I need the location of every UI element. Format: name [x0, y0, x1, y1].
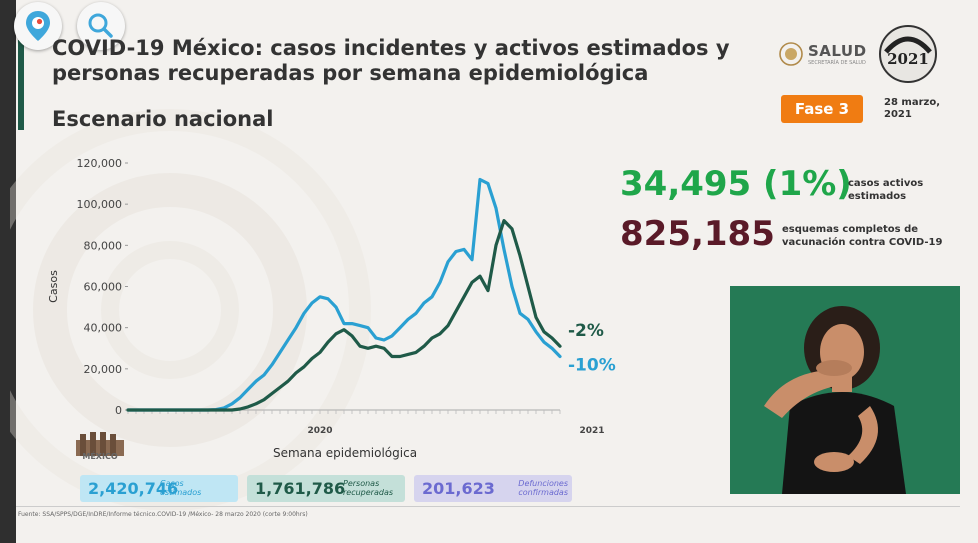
stat-recovered-label-line1: Personas: [343, 479, 380, 488]
y-tick-label: 20,000: [84, 363, 123, 376]
stat-recovered-label-line2: recuperadas: [343, 488, 394, 497]
cases-line-chart: 0 20,000 40,000 60,000 80,000 100,000 120,000 2…: [47, 157, 616, 460]
slide-title-line2: personas recuperadas por semana epidemio…: [52, 61, 649, 85]
y-tick-label: 0: [115, 404, 122, 417]
stat-recovered-value: 1,761,786: [255, 479, 346, 498]
stat-recovered: 1,761,786 Personas recuperadas: [247, 475, 405, 502]
y-tick-label: 100,000: [77, 198, 123, 211]
sign-language-interpreter-video: [730, 286, 960, 494]
stat-estimated-cases-label: Casos estimados: [160, 479, 220, 497]
series-line-incidentes: [126, 177, 562, 412]
periscope-button[interactable]: [14, 2, 62, 50]
y-tick-label: 40,000: [84, 322, 123, 335]
pct-change-label-activos: -2%: [568, 321, 604, 341]
x-year-label: 2021: [579, 426, 604, 436]
stat-estimated-cases-label-line2: estimados: [160, 488, 202, 497]
stat-deaths-value: 201,623: [422, 479, 495, 498]
active-cases-label-line2: estimados: [848, 191, 907, 202]
vaccination-label-line1: esquemas completos de: [782, 224, 919, 235]
y-tick-label: 60,000: [84, 281, 123, 294]
stat-deaths-label: Defunciones confirmadas: [506, 479, 568, 497]
vaccination-value: 825,185: [620, 214, 775, 254]
stat-estimated-cases: 2,420,746 Casos estimados: [80, 475, 238, 502]
svg-text:2021: 2021: [887, 50, 929, 68]
title-accent-bar: [18, 40, 24, 130]
footer-divider: [16, 506, 960, 507]
vaccination-label-line2: vacunación contra COVID-19: [782, 237, 943, 248]
series-line-activos: [126, 218, 562, 412]
periscope-icon: [26, 11, 50, 41]
y-tick-label: 80,000: [84, 239, 123, 252]
x-year-label: 2020: [307, 426, 332, 436]
salud-logo-subtext: SECRETARÍA DE SALUD: [808, 60, 866, 66]
report-date-line2: 2021: [884, 109, 912, 120]
stat-recovered-label: Personas recuperadas: [343, 479, 399, 497]
left-bar: [0, 0, 16, 543]
search-icon: [88, 13, 113, 38]
stat-estimated-cases-label-line1: Casos: [160, 479, 184, 488]
phase-badge: Fase 3: [781, 95, 863, 123]
stat-deaths-label-line1: Defunciones: [518, 479, 568, 488]
salud-logo-icon: [779, 42, 803, 66]
slide-subtitle: Escenario nacional: [52, 107, 274, 131]
mexico-2021-logo-icon: 2021: [879, 25, 937, 83]
stat-deaths-label-line2: confirmadas: [518, 488, 568, 497]
active-cases-value: 34,495 (1%): [620, 164, 852, 204]
y-axis-label: Casos: [47, 270, 60, 303]
stat-estimated-cases-value: 2,420,746: [88, 479, 179, 498]
pct-change-label-incidentes: -10%: [568, 355, 616, 375]
active-cases-label-line1: casos activos: [848, 178, 924, 189]
gobierno-mexico-logo-text: MÉXICO: [82, 452, 118, 461]
stat-deaths: 201,623 Defunciones confirmadas: [414, 475, 572, 502]
report-date-line1: 28 marzo,: [884, 97, 940, 108]
search-button[interactable]: [77, 2, 125, 50]
salud-logo-text: SALUD: [808, 42, 867, 60]
gobierno-mexico-logo-icon: [76, 432, 124, 456]
source-note: Fuente: SSA/SPPS/DGE/InDRE/Informe técni…: [18, 511, 308, 518]
slide-title-line1: COVID-19 México: casos incidentes y acti…: [52, 36, 730, 60]
y-tick-label: 120,000: [77, 157, 123, 170]
x-axis-label: Semana epidemiológica: [273, 446, 417, 460]
